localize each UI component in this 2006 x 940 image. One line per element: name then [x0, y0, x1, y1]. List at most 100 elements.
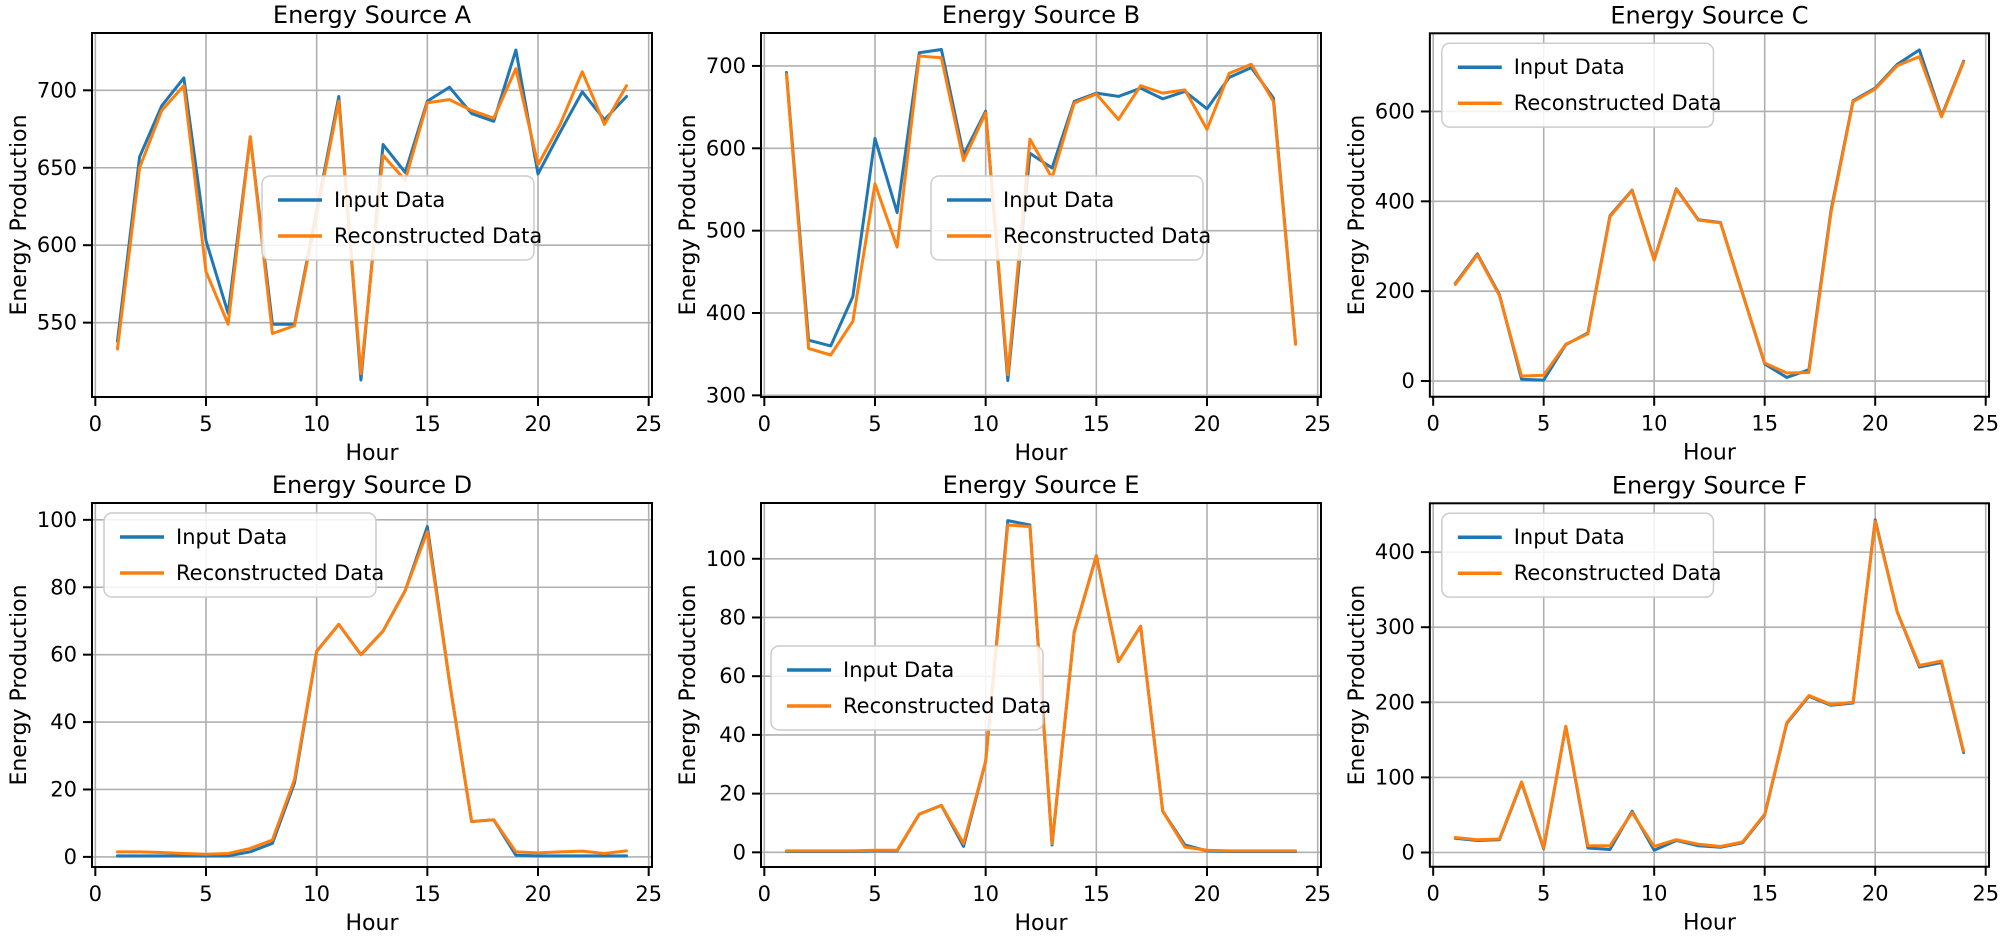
legend-label: Reconstructed Data: [334, 224, 542, 248]
y-tick-label: 100: [1375, 765, 1415, 789]
axes-spines: [91, 32, 653, 398]
x-tick-label: 20: [525, 882, 552, 906]
reconstructed-data-line: [1453, 55, 1966, 378]
legend-label: Reconstructed Data: [1514, 561, 1722, 585]
x-tick-label: 10: [1641, 882, 1668, 906]
y-tick-label: 0: [733, 840, 746, 864]
y-tick-label: 200: [1375, 690, 1415, 714]
x-tick-label: 5: [868, 882, 881, 906]
legend-box: [1441, 512, 1715, 598]
plot-title: Energy Source D: [272, 471, 472, 499]
y-tick-label: 600: [1375, 99, 1415, 123]
chart-energy-source-d: 0 5 10 15 20 25 0 20 40 60 80 100 Energy Source D Hou…: [0, 470, 669, 940]
legend-box: [770, 645, 1044, 731]
chart-energy-source-a: 0 5 10 15 20 25 550 600 650 700 Energy Source A Hou…: [0, 0, 669, 470]
y-tick-label: 0: [1402, 369, 1415, 393]
x-tick-label: 25: [635, 882, 662, 906]
x-tick-label: 5: [868, 412, 881, 436]
x-tick-label: 15: [1083, 882, 1110, 906]
x-axis-label: Hour: [1015, 441, 1069, 466]
x-tick-label: 15: [414, 412, 441, 436]
y-tick-label: 650: [37, 156, 77, 180]
x-tick-label: 5: [1537, 412, 1550, 436]
y-tick-label: 300: [706, 383, 746, 407]
y-tick-label: 60: [50, 643, 77, 667]
x-tick-label: 25: [1304, 882, 1331, 906]
plot-title: Energy Source C: [1610, 1, 1808, 29]
y-tick-label: 400: [1375, 540, 1415, 564]
chart-energy-source-c: 0 5 10 15 20 25 0 200 400 600 Energy Source C Hour E…: [1338, 0, 2006, 470]
legend-label: Input Data: [843, 658, 954, 682]
legend-label: Input Data: [334, 188, 445, 212]
y-tick-label: 200: [1375, 279, 1415, 303]
legend-label: Input Data: [1514, 55, 1625, 79]
y-tick-label: 0: [64, 845, 77, 869]
x-tick-label: 25: [635, 412, 662, 436]
x-tick-label: 0: [1427, 412, 1440, 436]
x-axis-label: Hour: [1683, 911, 1737, 936]
x-axis-label: Hour: [1683, 441, 1737, 466]
y-tick-label: 40: [719, 723, 746, 747]
plot-energy-source-e: 0 5 10 15 20 25 0 20 40 60 80 100 Energy Source E Hou…: [676, 471, 1331, 936]
x-tick-label: 5: [199, 412, 212, 436]
y-axis-label: Energy Production: [1345, 585, 1370, 786]
x-tick-label: 0: [89, 412, 102, 436]
y-tick-label: 40: [50, 710, 77, 734]
x-tick-label: 20: [1862, 882, 1889, 906]
legend-label: Reconstructed Data: [843, 694, 1051, 718]
chart-energy-source-e: 0 5 10 15 20 25 0 20 40 60 80 100 Energy Source E Hou…: [669, 470, 1338, 940]
x-tick-label: 20: [1194, 882, 1221, 906]
reconstructed-data-line: [115, 67, 629, 376]
legend-box: [930, 175, 1204, 261]
y-tick-label: 600: [706, 136, 746, 160]
y-tick-label: 700: [37, 78, 77, 102]
plot-energy-source-c: 0 5 10 15 20 25 0 200 400 600 Energy Source C Hour E…: [1345, 1, 1999, 466]
y-tick-label: 400: [1375, 189, 1415, 213]
y-axis-label: Energy Production: [7, 584, 32, 785]
chart-energy-source-b: 0 5 10 15 20 25 300 400 500 600 700 Energy Source B…: [669, 0, 1338, 470]
y-tick-label: 100: [706, 547, 746, 571]
x-tick-label: 15: [1751, 412, 1778, 436]
reconstructed-data-line: [115, 530, 629, 856]
x-tick-label: 25: [1304, 412, 1331, 436]
x-tick-label: 15: [1751, 882, 1778, 906]
legend-label: Reconstructed Data: [1003, 224, 1211, 248]
x-axis-label: Hour: [1015, 911, 1069, 936]
legend: Input Data Reconstructed Data: [930, 175, 1211, 261]
y-tick-label: 400: [706, 301, 746, 325]
legend-label: Input Data: [1514, 525, 1625, 549]
x-tick-label: 0: [1427, 882, 1440, 906]
x-tick-label: 10: [1641, 412, 1668, 436]
y-axis-label: Energy Production: [1345, 115, 1370, 316]
axes-spines: [91, 502, 653, 868]
plot-energy-source-f: 0 5 10 15 20 25 0 100 200 300 400 Energy Source F Ho…: [1345, 471, 1999, 936]
x-tick-label: 20: [525, 412, 552, 436]
y-tick-label: 500: [706, 219, 746, 243]
legend-label: Reconstructed Data: [176, 561, 384, 585]
x-axis-label: Hour: [346, 441, 400, 466]
legend-label: Reconstructed Data: [1514, 91, 1722, 115]
legend-box: [261, 175, 535, 261]
plot-title: Energy Source A: [273, 1, 472, 29]
legend: Input Data Reconstructed Data: [1441, 42, 1722, 128]
x-tick-label: 0: [758, 412, 771, 436]
plot-energy-source-b: 0 5 10 15 20 25 300 400 500 600 700 Energy Source B…: [676, 1, 1331, 466]
y-tick-label: 100: [37, 508, 77, 532]
legend-box: [1441, 42, 1715, 128]
legend-box: [103, 512, 377, 598]
plot-energy-source-d: 0 5 10 15 20 25 0 20 40 60 80 100 Energy Source D Hou…: [7, 471, 662, 936]
x-tick-label: 20: [1194, 412, 1221, 436]
plot-title: Energy Source E: [943, 471, 1140, 499]
y-tick-label: 600: [37, 233, 77, 257]
y-tick-label: 60: [719, 664, 746, 688]
reconstructed-data-line: [784, 54, 1298, 377]
y-tick-label: 0: [1402, 840, 1415, 864]
y-tick-label: 20: [50, 777, 77, 801]
y-axis-label: Energy Production: [7, 114, 32, 315]
y-tick-label: 20: [719, 782, 746, 806]
x-tick-label: 10: [303, 882, 330, 906]
chart-energy-source-f: 0 5 10 15 20 25 0 100 200 300 400 Energy Source F Ho…: [1338, 470, 2006, 940]
y-tick-label: 80: [50, 575, 77, 599]
y-tick-label: 550: [37, 311, 77, 335]
